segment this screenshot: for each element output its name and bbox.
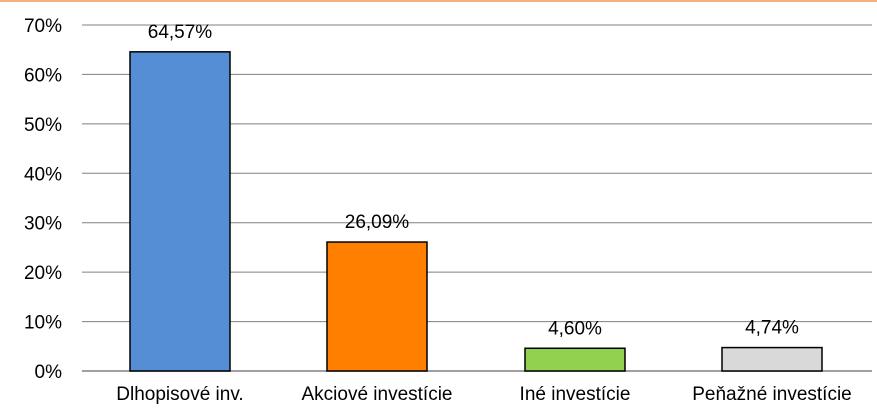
x-axis-categories: Dlhopisové inv. Akciové investície Iné inv…	[116, 384, 851, 405]
y-tick-label: 10%	[24, 313, 62, 334]
bar-3	[721, 346, 823, 372]
y-tick-label: 0%	[35, 362, 63, 383]
category-label-2: Iné investície	[520, 384, 631, 405]
y-tick-label: 20%	[24, 263, 62, 284]
bars	[129, 51, 823, 372]
bar-1	[326, 241, 428, 372]
y-tick-label: 70%	[24, 16, 62, 37]
bar-0	[129, 51, 231, 372]
y-tick-label: 60%	[24, 65, 62, 86]
data-labels: 64,57% 26,09% 4,60% 4,74%	[148, 22, 799, 339]
data-label-0: 64,57%	[148, 22, 213, 43]
data-label-1: 26,09%	[345, 212, 410, 233]
category-label-0: Dlhopisové inv.	[116, 384, 243, 405]
bar-2	[524, 347, 626, 372]
y-axis-ticks: 0% 10% 20% 30% 40% 50% 60% 70%	[24, 16, 62, 383]
y-tick-label: 40%	[24, 164, 62, 185]
data-label-2: 4,60%	[548, 318, 602, 339]
category-label-1: Akciové investície	[301, 384, 452, 405]
category-label-3: Peňažné investície	[692, 384, 852, 405]
data-label-3: 4,74%	[745, 318, 799, 339]
y-tick-label: 50%	[24, 115, 62, 136]
y-tick-label: 30%	[24, 214, 62, 235]
